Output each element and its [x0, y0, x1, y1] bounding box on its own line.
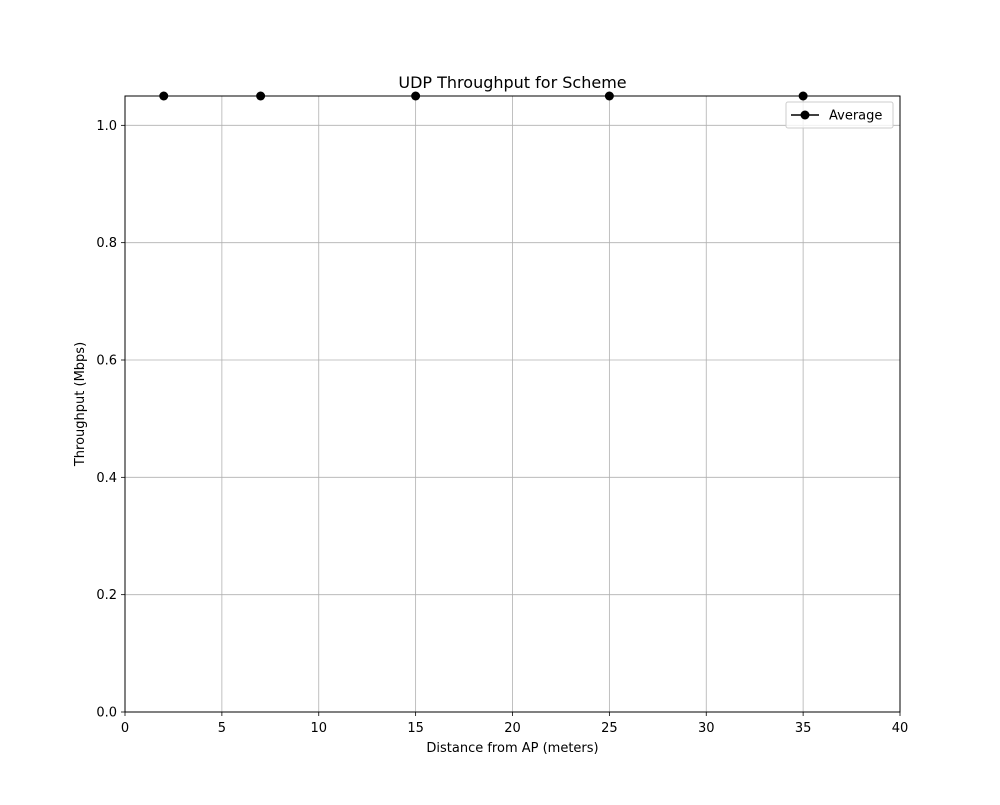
x-tick-label: 15: [407, 721, 424, 736]
x-tick-label: 20: [504, 721, 521, 736]
x-tick-label: 0: [121, 721, 129, 736]
x-tick-label: 40: [892, 721, 909, 736]
y-tick-label: 0.6: [96, 354, 117, 369]
y-tick-label: 0.8: [96, 236, 117, 251]
x-tick-label: 5: [218, 721, 226, 736]
y-tick-label: 0.0: [96, 706, 117, 721]
legend: Average: [785, 101, 894, 129]
x-tick-label: 10: [310, 721, 327, 736]
y-axis-ticks: 0.0 0.2 0.4 0.6 0.8 1.0: [96, 119, 125, 721]
y-tick-label: 0.2: [96, 588, 117, 603]
legend-marker-swatch: [800, 110, 810, 120]
y-axis-label: Throughput (Mbps): [73, 342, 88, 467]
chart-title: UDP Throughput for Scheme: [398, 73, 626, 92]
legend-label-average: Average: [829, 109, 882, 124]
x-axis-ticks: 0 5 10 15 20 25 30 35 40: [121, 712, 908, 736]
x-axis-label: Distance from AP (meters): [426, 741, 598, 756]
y-tick-label: 1.0: [96, 119, 117, 134]
x-tick-label: 35: [795, 721, 812, 736]
legend-box: [785, 101, 894, 129]
x-tick-label: 25: [601, 721, 618, 736]
x-tick-label: 30: [698, 721, 715, 736]
y-tick-label: 0.4: [96, 471, 117, 486]
